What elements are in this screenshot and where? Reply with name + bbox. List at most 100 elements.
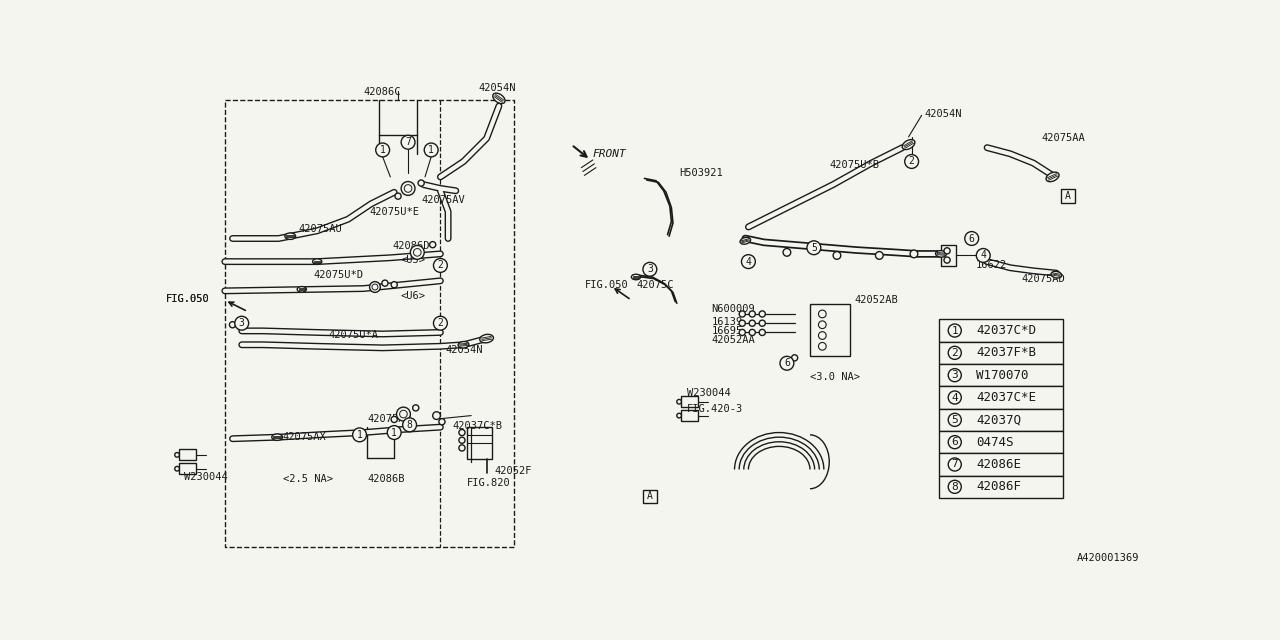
Bar [1061,189,1075,203]
Circle shape [419,180,424,186]
Text: 3: 3 [951,370,959,380]
Text: 1: 1 [380,145,385,155]
Bar [938,364,1064,387]
Bar [938,453,1064,476]
Bar [938,342,1064,364]
Text: 4: 4 [951,392,959,403]
Circle shape [780,356,794,370]
Bar [681,410,698,421]
Text: <U6>: <U6> [401,291,425,301]
Circle shape [948,480,961,493]
Text: W170070: W170070 [977,369,1029,381]
Circle shape [943,257,950,263]
Text: 2: 2 [909,157,915,166]
Text: 42054N: 42054N [445,345,484,355]
Circle shape [677,399,681,404]
Circle shape [806,241,820,255]
Circle shape [175,452,179,457]
Circle shape [372,284,378,290]
Circle shape [910,250,918,258]
Ellipse shape [631,274,640,280]
Ellipse shape [493,93,506,104]
Text: W230044: W230044 [687,387,731,397]
Text: FIG.420-3: FIG.420-3 [687,404,744,415]
Text: 42075AD: 42075AD [1021,273,1065,284]
Circle shape [234,316,248,330]
Text: 42037C*D: 42037C*D [977,324,1037,337]
Circle shape [403,418,416,432]
Text: A: A [1065,191,1071,201]
Text: 42086D: 42086D [393,241,430,251]
Bar [643,490,657,504]
Text: 2: 2 [438,260,443,271]
Text: 1: 1 [357,430,362,440]
Text: 42075AW: 42075AW [367,415,411,424]
Ellipse shape [297,287,306,292]
Circle shape [818,332,826,339]
Text: 42037C*E: 42037C*E [977,391,1037,404]
Ellipse shape [312,259,321,264]
Circle shape [404,184,412,192]
Ellipse shape [285,233,296,239]
Text: 42052AB: 42052AB [855,295,899,305]
Text: 3: 3 [646,264,653,275]
Circle shape [833,252,841,259]
Text: 42054N: 42054N [479,83,516,93]
Circle shape [643,262,657,276]
Ellipse shape [458,342,468,348]
Text: 42086C: 42086C [364,87,402,97]
Circle shape [818,310,826,318]
Circle shape [392,282,397,288]
Ellipse shape [740,237,750,244]
Circle shape [759,330,765,335]
Text: 42037F*B: 42037F*B [977,346,1037,359]
Text: 5: 5 [812,243,817,253]
Text: 8: 8 [951,482,959,492]
Circle shape [388,426,401,440]
Circle shape [413,248,421,256]
Bar [681,396,698,407]
Text: 42075AV: 42075AV [421,195,465,205]
Text: 42086B: 42086B [367,474,404,484]
Ellipse shape [1051,271,1061,278]
Circle shape [948,391,961,404]
Ellipse shape [1046,172,1059,182]
Text: 4: 4 [980,250,986,260]
Bar [938,409,1064,431]
Circle shape [370,282,380,292]
Circle shape [948,458,961,471]
Text: 7: 7 [951,460,959,470]
Text: 42075U*B: 42075U*B [829,161,879,170]
Text: 16139: 16139 [712,317,742,326]
Text: 42075AX: 42075AX [283,432,326,442]
Circle shape [977,248,991,262]
Text: 1: 1 [392,428,397,438]
Circle shape [948,436,961,449]
Circle shape [749,330,755,335]
Text: 1: 1 [429,145,434,155]
Text: 42075C: 42075C [636,280,675,290]
Bar [179,463,196,474]
Text: 5: 5 [951,415,959,425]
Text: FIG.050: FIG.050 [166,294,210,303]
Text: FRONT: FRONT [593,148,627,159]
Circle shape [965,232,979,245]
Text: 42075U*D: 42075U*D [314,271,364,280]
Text: 2: 2 [951,348,959,358]
Circle shape [739,320,745,326]
Circle shape [739,311,745,317]
Bar [941,244,956,266]
Circle shape [424,143,438,157]
Circle shape [943,248,950,254]
Circle shape [759,311,765,317]
Text: 1: 1 [951,326,959,335]
Ellipse shape [271,434,283,440]
Circle shape [412,405,419,411]
Circle shape [401,135,415,149]
Text: <3.0 NA>: <3.0 NA> [810,372,860,382]
Text: 0474S: 0474S [977,436,1014,449]
Text: 16695: 16695 [712,326,742,336]
Text: H503921: H503921 [680,168,723,178]
Text: 42075AA: 42075AA [1041,133,1084,143]
Circle shape [460,429,465,436]
